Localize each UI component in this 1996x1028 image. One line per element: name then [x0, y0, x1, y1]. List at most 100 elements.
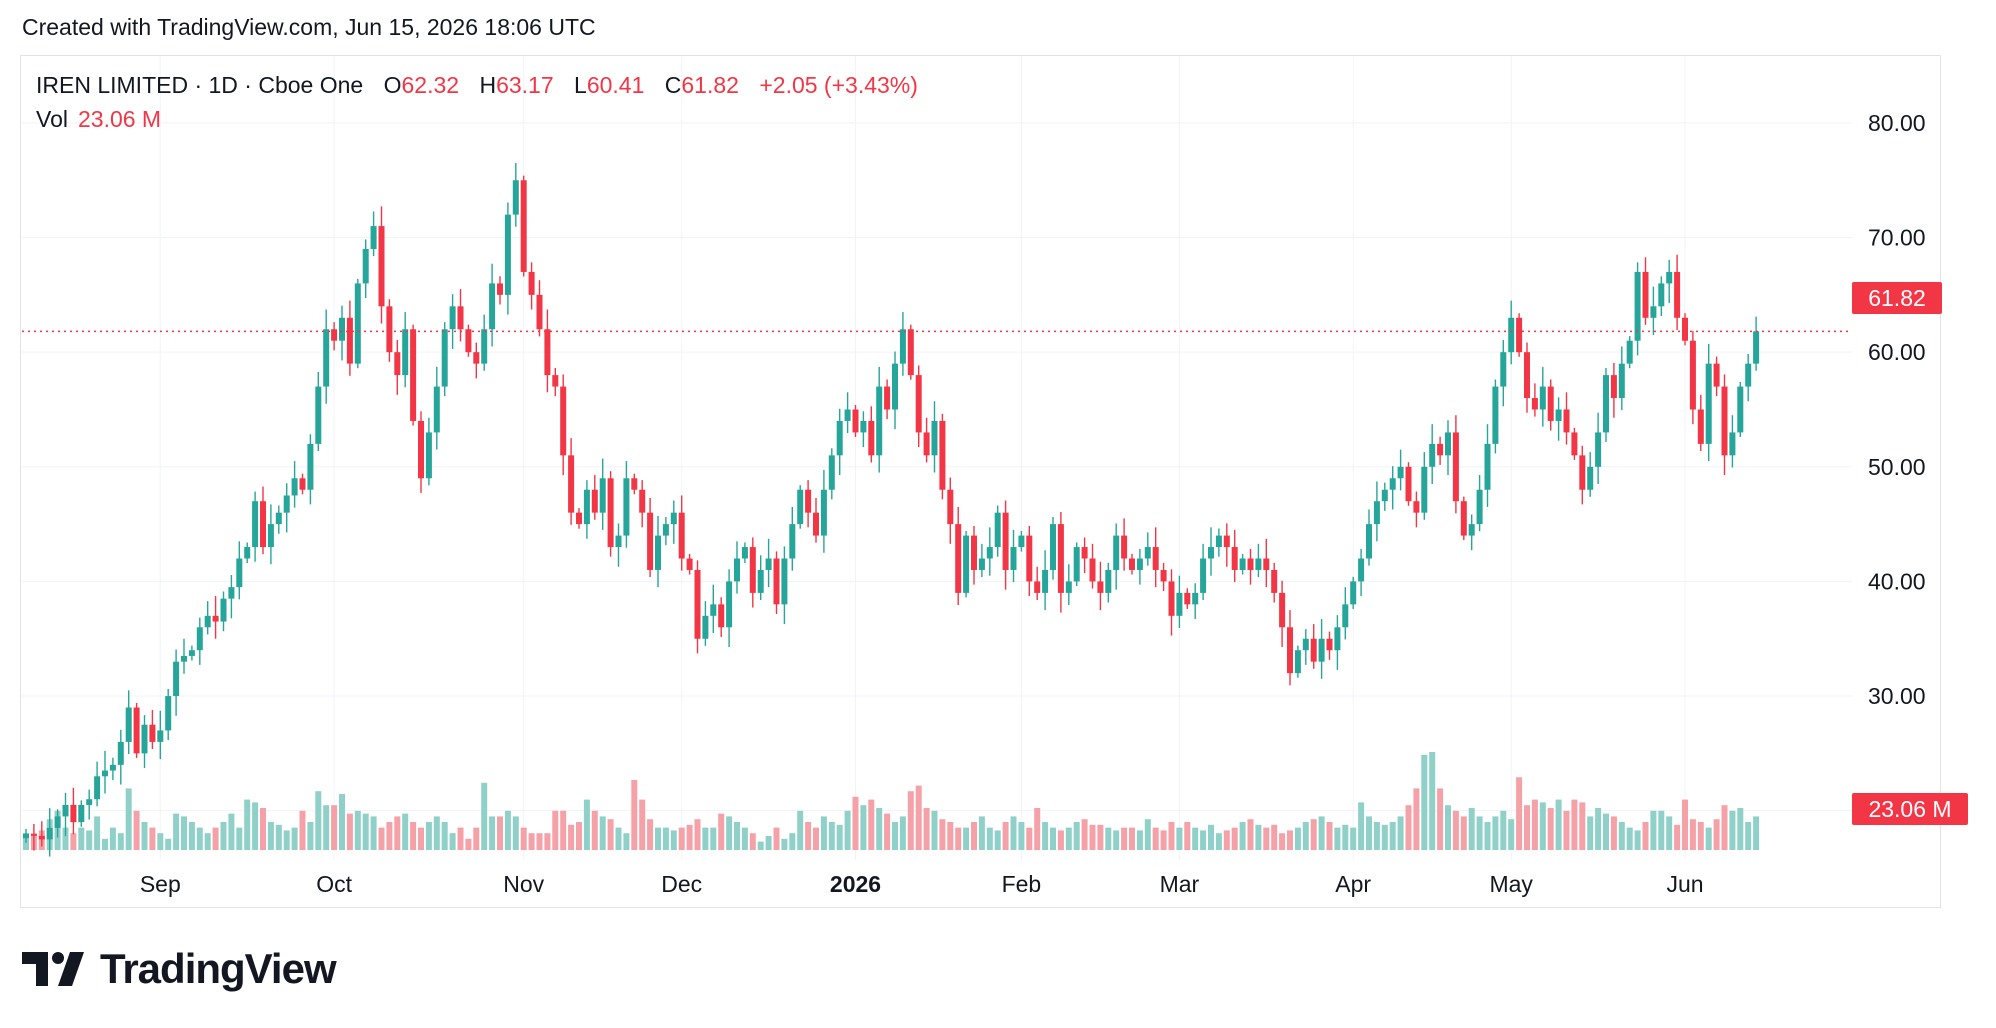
candle-body [1500, 352, 1507, 387]
volume-bar [1397, 816, 1404, 850]
candle-body [1113, 535, 1120, 570]
candle-body [410, 329, 417, 421]
volume-bar [117, 833, 124, 850]
volume-bar [1658, 810, 1665, 850]
candle-body [552, 375, 559, 387]
volume-bar [1753, 816, 1760, 850]
volume-bar [1034, 808, 1041, 850]
candle-body [133, 707, 140, 754]
y-tick-label: 40.00 [1868, 568, 1926, 594]
candle-body [1524, 352, 1530, 399]
volume-bar [662, 827, 669, 850]
volume-bar [765, 836, 772, 850]
candle-body [1531, 398, 1538, 410]
volume-bar [1144, 819, 1151, 850]
volume-label: Vol [36, 106, 68, 132]
volume-bar [734, 822, 740, 850]
volume-bar [1160, 830, 1167, 850]
candle-body [1310, 638, 1317, 662]
volume-bar [1555, 799, 1562, 850]
chart-frame[interactable] [20, 55, 1941, 908]
volume-bar [252, 802, 259, 850]
candle-body [1239, 558, 1246, 570]
candle-body [797, 489, 804, 525]
volume-bar [1208, 824, 1214, 850]
volume-bar [1026, 827, 1033, 850]
open-label: O [383, 72, 402, 98]
candle-body [749, 547, 756, 593]
candle-body [765, 558, 772, 570]
candle-body [836, 420, 843, 456]
candle-body [173, 661, 180, 697]
volume-bar [1065, 827, 1072, 850]
volume-bar [963, 827, 970, 850]
volume-bar [236, 827, 243, 850]
candle-body [1603, 375, 1609, 433]
candle-body [710, 604, 717, 616]
volume-bar [244, 799, 251, 850]
volume-bar [702, 827, 709, 850]
volume-bar [1358, 802, 1365, 850]
volume-bar [1421, 754, 1428, 850]
candle-body [23, 833, 29, 839]
volume-bar [1121, 827, 1128, 850]
close-label: C [664, 72, 682, 98]
volume-bar [1460, 816, 1467, 850]
candle-body [789, 524, 796, 559]
volume-bar [1310, 819, 1317, 850]
candle-body [876, 386, 883, 456]
candle-body [607, 478, 614, 548]
candle-body [1508, 317, 1515, 353]
candle-body [694, 569, 701, 639]
candle-body [670, 512, 677, 525]
tradingview-logo[interactable]: TradingView [22, 944, 337, 994]
close-value: 61.82 [681, 72, 739, 98]
volume-bar [165, 838, 172, 850]
volume-bar [1279, 833, 1286, 850]
candle-body [70, 804, 77, 823]
candle-body [639, 489, 646, 513]
volume-bar [1682, 799, 1688, 850]
candle-body [1389, 478, 1396, 490]
candle-body [1539, 386, 1546, 410]
volume-bar [512, 816, 519, 850]
volume-bar [852, 796, 859, 850]
volume-bar [623, 833, 630, 850]
candle-body [678, 512, 685, 559]
y-tick-label: 70.00 [1868, 225, 1926, 251]
candle-body [1144, 547, 1151, 559]
volume-bar [275, 824, 282, 850]
volume-bar [1287, 830, 1293, 850]
volume-bar [749, 833, 756, 850]
candle-body [94, 776, 101, 800]
volume-bar [204, 833, 211, 850]
volume-bar [228, 813, 235, 850]
candle-body [244, 547, 251, 559]
candle-body [267, 524, 274, 548]
volume-bar [260, 808, 266, 850]
candle-body [1753, 331, 1760, 364]
volume-bar [1689, 819, 1696, 850]
volume-bar [678, 827, 685, 850]
volume-bar [94, 816, 101, 850]
candle-body [1721, 386, 1728, 456]
volume-bar [915, 785, 922, 850]
candle-body [892, 363, 898, 410]
volume-bar [220, 822, 227, 850]
candle-body [1255, 558, 1262, 570]
x-tick-label: Mar [1160, 871, 1200, 897]
candle-body [1626, 340, 1633, 364]
candle-body [196, 627, 203, 651]
y-tick-label: 80.00 [1868, 110, 1926, 136]
volume-bar [1389, 822, 1396, 850]
volume-bar [860, 805, 867, 850]
candle-body [994, 512, 1001, 548]
candle-body [1547, 386, 1554, 421]
volume-bar [283, 830, 290, 850]
candle-body [1350, 581, 1357, 605]
candle-body [1010, 547, 1017, 570]
volume-bar [1626, 827, 1633, 850]
candle-body [489, 283, 496, 330]
volume-bar [907, 791, 914, 850]
